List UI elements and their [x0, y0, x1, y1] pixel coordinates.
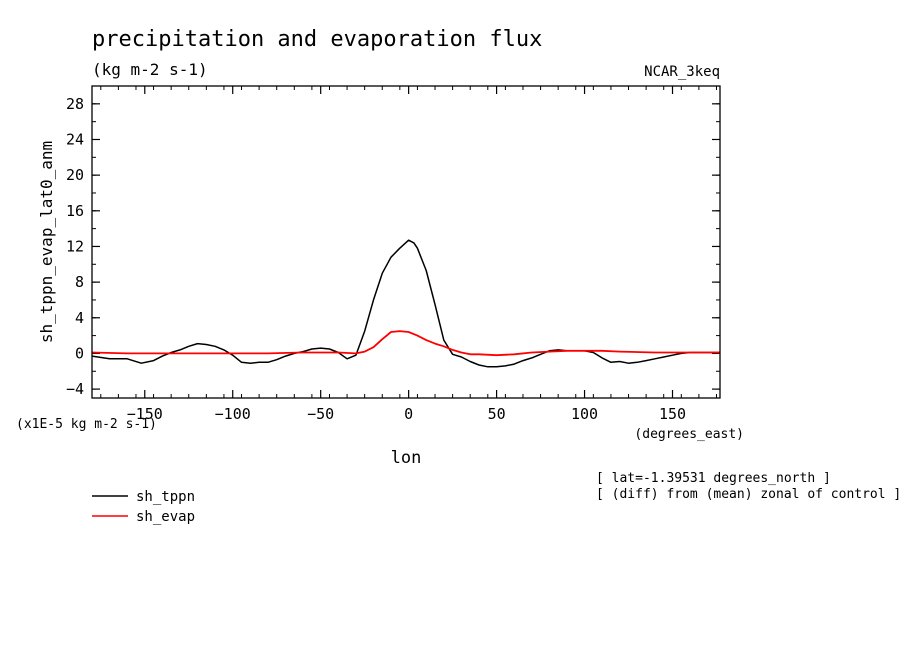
y-tick-label: 28 — [66, 95, 84, 113]
y-tick-label: −4 — [66, 380, 84, 398]
x-tick-label: −50 — [307, 405, 334, 423]
x-tick-label: 150 — [659, 405, 686, 423]
y-tick-label: 0 — [75, 344, 84, 362]
axis-ticks — [92, 85, 720, 398]
chart-title: precipitation and evaporation flux — [92, 27, 542, 52]
x-units-label: (degrees_east) — [634, 427, 744, 442]
legend-label-sh-tppn: sh_tppn — [136, 489, 195, 505]
model-label: NCAR_3keq — [644, 64, 720, 80]
y-tick-label: 8 — [75, 273, 84, 291]
legend-label-sh-evap: sh_evap — [136, 509, 195, 525]
tick-labels: −150 −100 −50 0 50 100 150 −4 0 4 8 12 16 20 24 28 — [66, 95, 686, 423]
y-tick-label: 4 — [75, 309, 84, 327]
x-tick-label: 50 — [488, 405, 506, 423]
y-tick-label: 16 — [66, 202, 84, 220]
y-tick-label: 12 — [66, 237, 84, 255]
x-tick-label: −100 — [215, 405, 251, 423]
x-tick-label: 100 — [571, 405, 598, 423]
annotation-latitude: [ lat=-1.39531 degrees_north ] — [596, 471, 831, 486]
chart-subtitle: (kg m-2 s-1) — [92, 60, 208, 79]
y-scale-note: (x1E-5 kg m-2 s-1) — [16, 417, 157, 432]
annotation-diff-note: [ (diff) from (mean) zonal of control ] — [596, 487, 901, 502]
legend: sh_tppn sh_evap — [92, 489, 195, 525]
series-lines — [91, 239, 720, 368]
y-axis-label: sh_tppn_evap_lat0_anm — [37, 141, 56, 343]
y-tick-label: 24 — [66, 130, 84, 148]
y-tick-label: 20 — [66, 166, 84, 184]
x-tick-label: −150 — [127, 405, 163, 423]
plot-frame — [91, 85, 721, 399]
x-tick-label: 0 — [404, 405, 413, 423]
series-line-sh-tppn — [91, 239, 720, 368]
series-line-sh-evap — [91, 330, 720, 357]
x-axis-label: lon — [391, 448, 422, 468]
